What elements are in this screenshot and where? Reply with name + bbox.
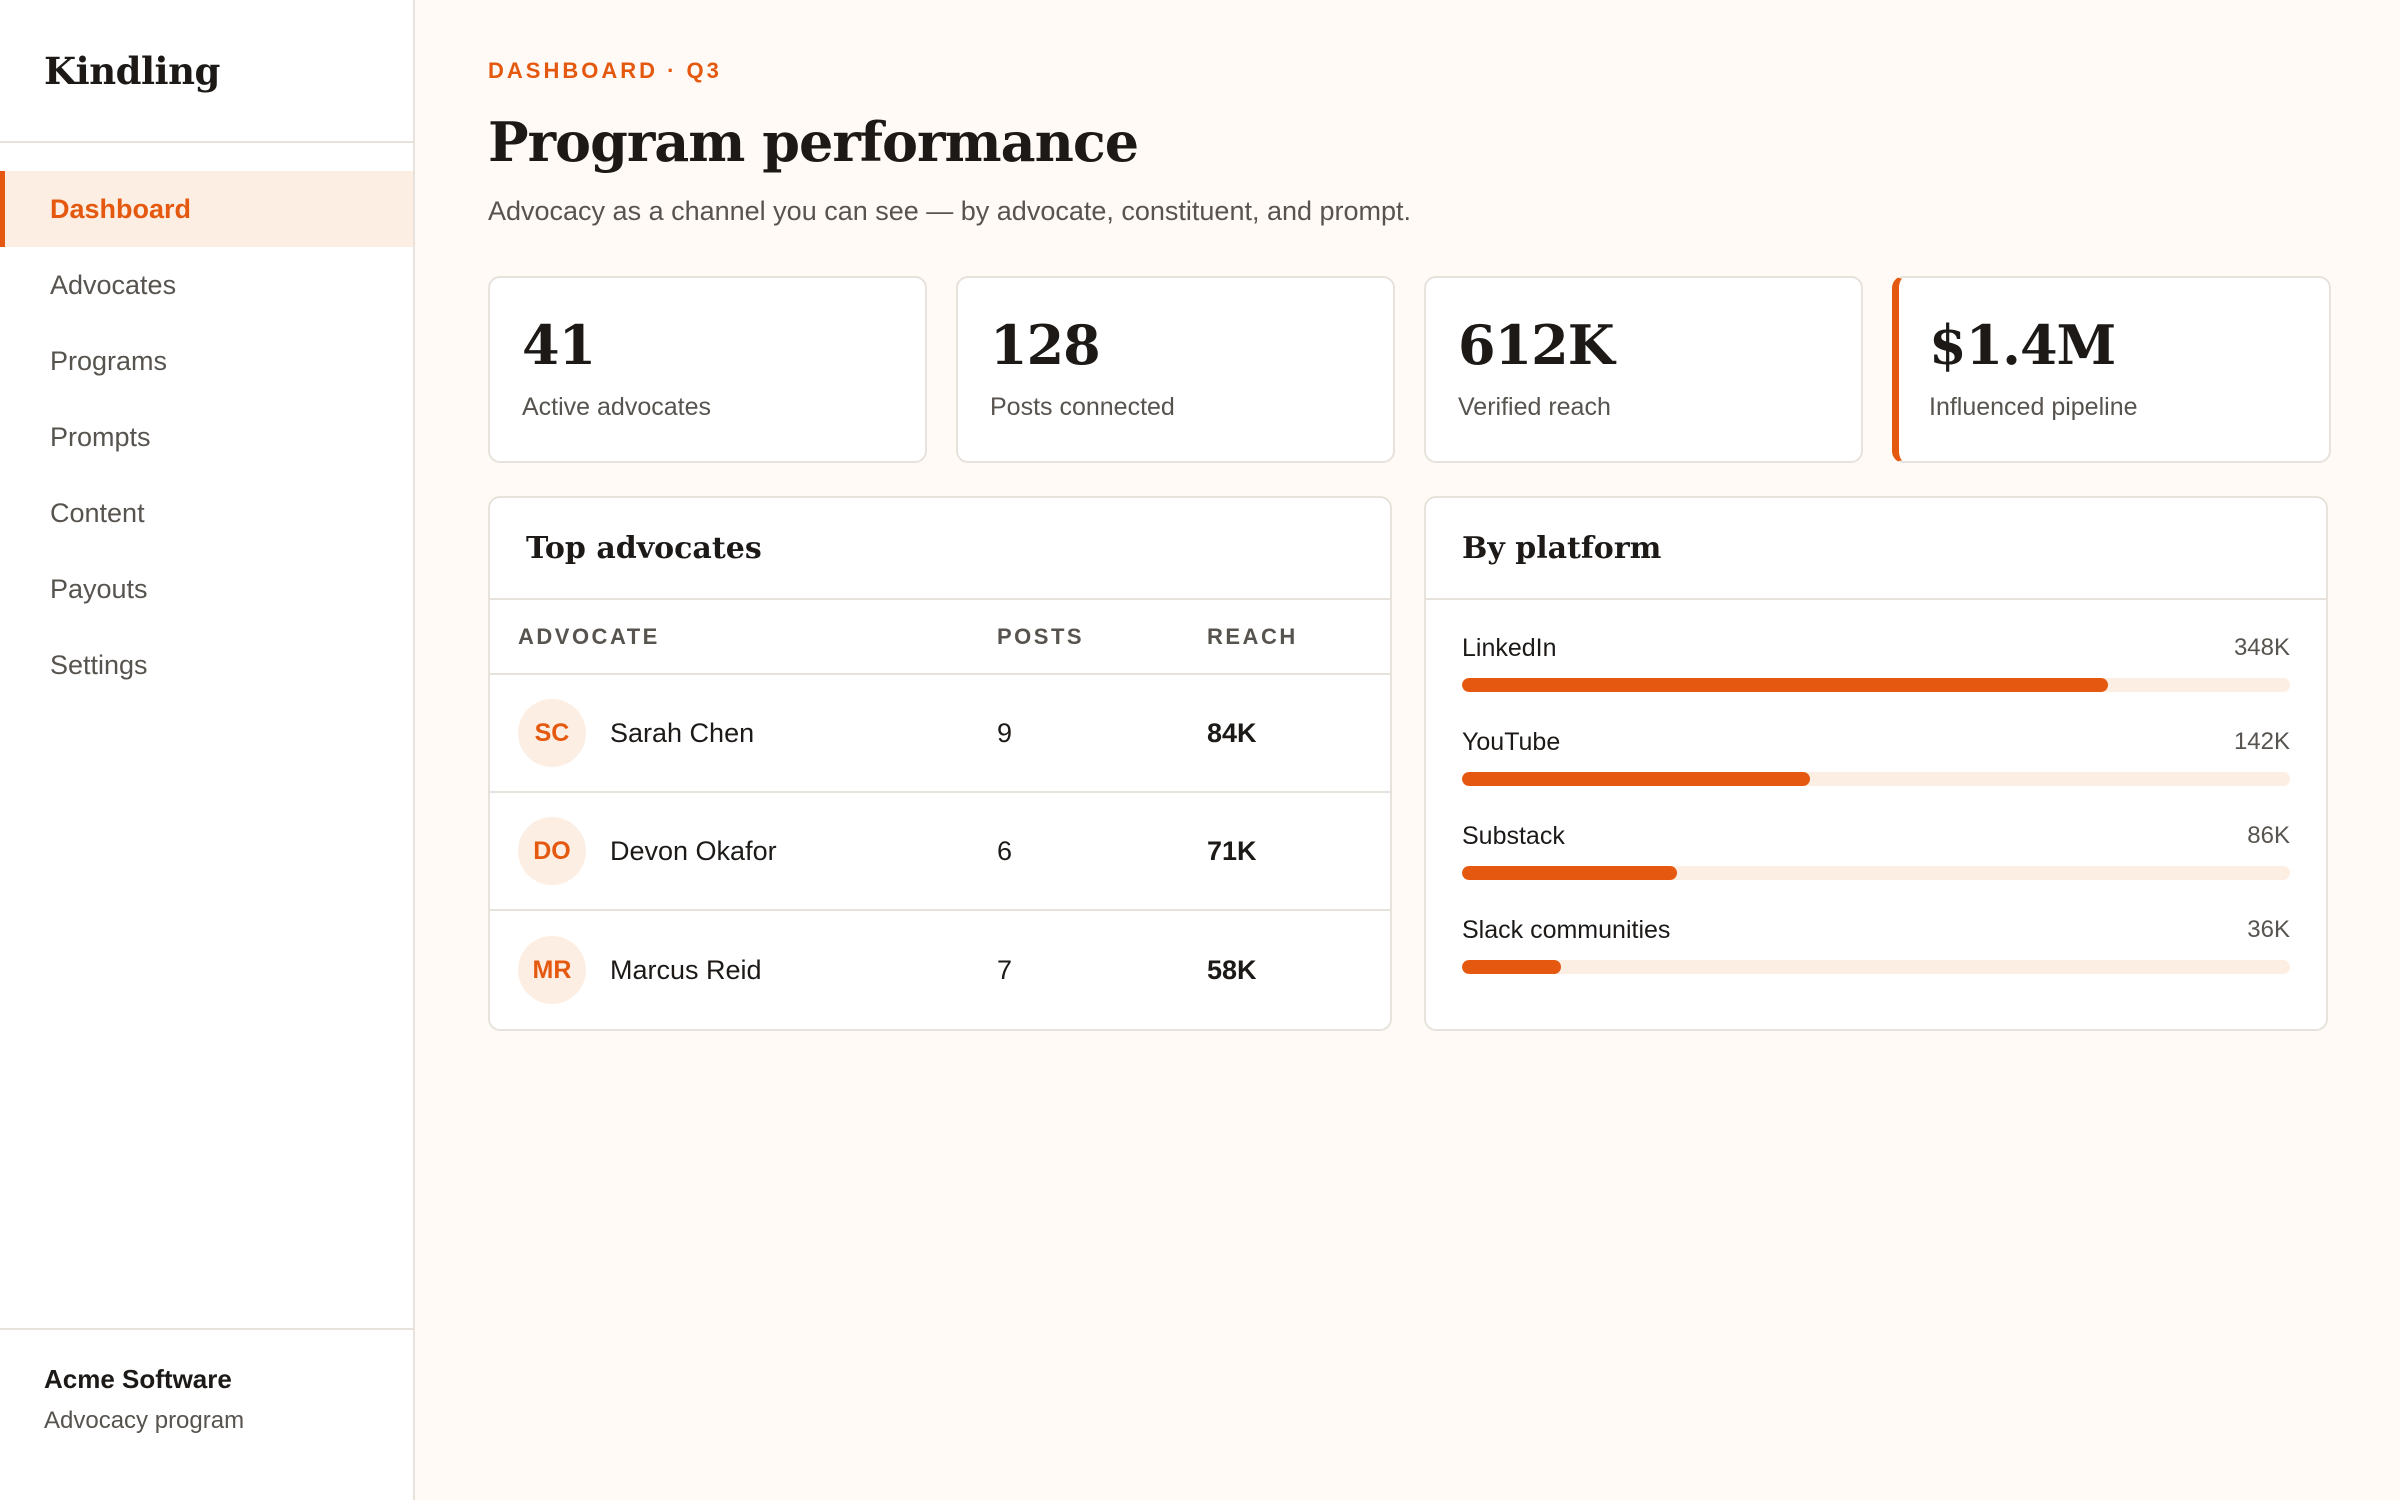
platform-value: 36K xyxy=(2247,916,2290,943)
table-row[interactable]: SC Sarah Chen 9 84K xyxy=(490,675,1390,793)
stat-card-verified-reach: 612K Verified reach xyxy=(1424,276,1863,463)
by-platform-panel: By platform LinkedIn 348K YouTube 142K xyxy=(1424,496,2328,1031)
platform-value: 142K xyxy=(2233,728,2290,755)
avatar: MR xyxy=(518,936,586,1004)
progress-fill xyxy=(1462,866,1678,880)
platform-list: LinkedIn 348K YouTube 142K Substack xyxy=(1426,600,2326,974)
stat-value: 128 xyxy=(990,313,1101,377)
org-subtitle: Advocacy program xyxy=(44,1407,245,1434)
brand: Kindling xyxy=(0,0,413,143)
panel-title: By platform xyxy=(1462,530,1662,566)
sidebar-item-dashboard[interactable]: Dashboard xyxy=(0,171,413,247)
sidebar-item-settings[interactable]: Settings xyxy=(50,649,148,680)
stat-card-influenced-pipeline: $1.4M Influenced pipeline xyxy=(1892,276,2331,463)
platform-name: Slack communities xyxy=(1462,915,1671,944)
platform-name: Substack xyxy=(1462,821,1565,850)
platform-value: 348K xyxy=(2233,634,2290,661)
stat-value: 41 xyxy=(522,313,596,377)
progress-fill xyxy=(1462,960,1562,974)
progress-fill xyxy=(1462,678,2108,692)
progress-track xyxy=(1462,678,2290,692)
stat-value: $1.4M xyxy=(1929,313,2116,377)
sidebar: Kindling Dashboard Advocates Programs Pr… xyxy=(0,0,415,1500)
progress-track xyxy=(1462,960,2290,974)
stat-card-posts-connected: 128 Posts connected xyxy=(956,276,1395,463)
stat-cards: 41 Active advocates 128 Posts connected … xyxy=(488,276,2331,463)
page-subtitle: Advocacy as a channel you can see — by a… xyxy=(488,196,1412,226)
org-name: Acme Software xyxy=(44,1364,232,1394)
panel-title: Top advocates xyxy=(526,530,762,566)
column-header-posts[interactable]: POSTS xyxy=(997,623,1085,649)
stat-label: Posts connected xyxy=(990,393,1175,422)
stat-card-active-advocates: 41 Active advocates xyxy=(488,276,927,463)
reach-value: 84K xyxy=(1207,717,1257,748)
platform-row-substack: Substack 86K xyxy=(1462,818,2290,880)
platform-name: LinkedIn xyxy=(1462,633,1557,662)
progress-fill xyxy=(1462,772,1810,786)
progress-track xyxy=(1462,866,2290,880)
platform-row-youtube: YouTube 142K xyxy=(1462,724,2290,786)
platform-value: 86K xyxy=(2247,822,2290,849)
stat-value: 612K xyxy=(1458,313,1615,377)
column-header-reach[interactable]: REACH xyxy=(1207,623,1298,649)
top-advocates-panel: Top advocates ADVOCATE POSTS REACH SC Sa… xyxy=(488,496,1392,1031)
sidebar-item-content[interactable]: Content xyxy=(50,497,145,528)
panel-header: By platform xyxy=(1426,498,2326,600)
stat-label: Active advocates xyxy=(522,393,711,422)
page-title: Program performance xyxy=(488,110,1139,174)
sidebar-item-programs[interactable]: Programs xyxy=(50,345,168,376)
stat-label: Verified reach xyxy=(1458,393,1611,422)
advocate-cell: DO Devon Okafor xyxy=(518,817,777,885)
avatar: SC xyxy=(518,699,586,767)
sidebar-nav: Dashboard Advocates Programs Prompts Con… xyxy=(0,143,413,703)
advocate-cell: MR Marcus Reid xyxy=(518,936,762,1004)
panel-header: Top advocates xyxy=(490,498,1390,600)
avatar: DO xyxy=(518,817,586,885)
sidebar-item-payouts[interactable]: Payouts xyxy=(50,573,148,604)
table-header: ADVOCATE POSTS REACH xyxy=(490,600,1390,675)
sidebar-item-advocates[interactable]: Advocates xyxy=(50,269,177,300)
table-row[interactable]: MR Marcus Reid 7 58K xyxy=(490,911,1390,1029)
posts-count: 9 xyxy=(997,717,1013,748)
column-header-advocate[interactable]: ADVOCATE xyxy=(518,623,660,649)
brand-logo[interactable]: Kindling xyxy=(44,48,220,93)
page-eyebrow: DASHBOARD · Q3 xyxy=(488,58,722,83)
table-row[interactable]: DO Devon Okafor 6 71K xyxy=(490,793,1390,911)
platform-row-linkedin: LinkedIn 348K xyxy=(1462,630,2290,692)
advocate-name[interactable]: Sarah Chen xyxy=(610,717,755,748)
reach-value: 71K xyxy=(1207,835,1257,866)
org-switcher[interactable]: Acme Software Advocacy program xyxy=(0,1328,413,1500)
platform-row-slack-communities: Slack communities 36K xyxy=(1462,912,2290,974)
posts-count: 7 xyxy=(997,954,1013,985)
sidebar-item-prompts[interactable]: Prompts xyxy=(50,421,151,452)
advocate-name[interactable]: Devon Okafor xyxy=(610,835,777,866)
advocate-cell: SC Sarah Chen xyxy=(518,699,754,767)
advocate-name[interactable]: Marcus Reid xyxy=(610,954,762,985)
reach-value: 58K xyxy=(1207,954,1257,985)
posts-count: 6 xyxy=(997,835,1013,866)
platform-name: YouTube xyxy=(1462,727,1561,756)
stat-label: Influenced pipeline xyxy=(1929,393,2138,422)
progress-track xyxy=(1462,772,2290,786)
